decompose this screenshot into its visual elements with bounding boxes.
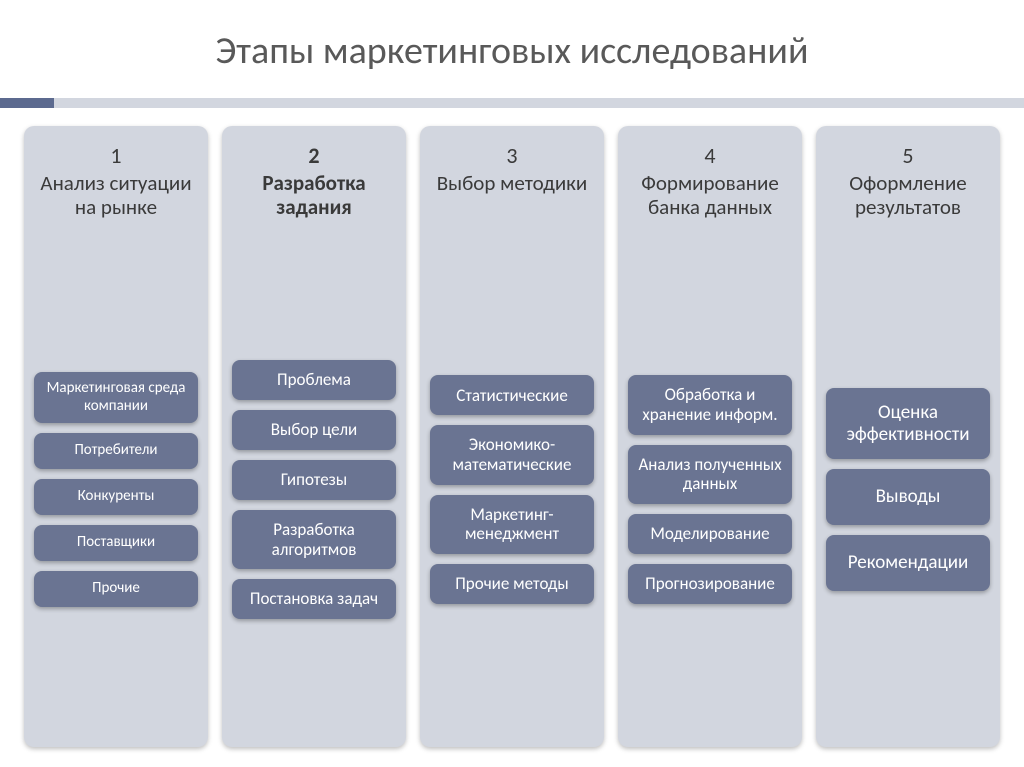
column-3-title: Выбор методики bbox=[434, 171, 590, 195]
column-5-item: Выводы bbox=[826, 469, 990, 525]
column-4-item: Моделирование bbox=[628, 514, 792, 554]
column-4-title: Формирование банка данных bbox=[632, 171, 788, 219]
column-3-item: Прочие методы bbox=[430, 564, 594, 604]
column-3-item: Маркетинг-менеджмент bbox=[430, 495, 594, 554]
column-1-item: Прочие bbox=[34, 571, 198, 607]
columns-container: 1 Анализ ситуации на рынке Маркетинговая… bbox=[0, 126, 1024, 767]
column-2-item: Гипотезы bbox=[232, 460, 396, 500]
column-3-item: Экономико-математические bbox=[430, 425, 594, 484]
column-1-item: Поставщики bbox=[34, 525, 198, 561]
column-5-number: 5 bbox=[830, 142, 986, 169]
column-4-head: 4 Формирование банка данных bbox=[628, 136, 792, 246]
column-3: 3 Выбор методики Статистические Экономик… bbox=[420, 126, 604, 747]
column-1-head: 1 Анализ ситуации на рынке bbox=[34, 136, 198, 246]
column-1-item: Маркетинговая среда компании bbox=[34, 372, 198, 423]
column-5-title: Оформление результатов bbox=[830, 171, 986, 219]
column-2-number: 2 bbox=[236, 142, 392, 169]
accent-bar bbox=[0, 98, 1024, 108]
column-1-title: Анализ ситуации на рынке bbox=[38, 171, 194, 219]
column-4-items: Обработка и хранение информ. Анализ полу… bbox=[628, 246, 792, 733]
column-1: 1 Анализ ситуации на рынке Маркетинговая… bbox=[24, 126, 208, 747]
column-2-item: Выбор цели bbox=[232, 410, 396, 450]
accent-bar-left bbox=[0, 98, 54, 108]
column-5-head: 5 Оформление результатов bbox=[826, 136, 990, 246]
column-3-items: Статистические Экономико-математические … bbox=[430, 246, 594, 733]
column-2-items: Проблема Выбор цели Гипотезы Разработка … bbox=[232, 246, 396, 733]
column-1-number: 1 bbox=[38, 142, 194, 169]
title-area: Этапы маркетинговых исследований bbox=[0, 0, 1024, 84]
column-2: 2 Разработка задания Проблема Выбор цели… bbox=[222, 126, 406, 747]
slide-title: Этапы маркетинговых исследований bbox=[20, 28, 1004, 74]
column-1-items: Маркетинговая среда компании Потребители… bbox=[34, 246, 198, 733]
column-1-item: Конкуренты bbox=[34, 479, 198, 515]
column-3-head: 3 Выбор методики bbox=[430, 136, 594, 246]
column-2-item: Проблема bbox=[232, 360, 396, 400]
column-1-item: Потребители bbox=[34, 433, 198, 469]
column-4: 4 Формирование банка данных Обработка и … bbox=[618, 126, 802, 747]
column-2-head: 2 Разработка задания bbox=[232, 136, 396, 246]
slide: Этапы маркетинговых исследований 1 Анали… bbox=[0, 0, 1024, 767]
column-2-item: Разработка алгоритмов bbox=[232, 510, 396, 569]
column-5: 5 Оформление результатов Оценка эффектив… bbox=[816, 126, 1000, 747]
column-2-item: Постановка задач bbox=[232, 579, 396, 619]
accent-bar-right bbox=[54, 98, 1024, 108]
column-3-item: Статистические bbox=[430, 375, 594, 415]
column-5-item: Рекомендации bbox=[826, 535, 990, 591]
column-4-item: Прогнозирование bbox=[628, 564, 792, 604]
column-4-item: Анализ полученных данных bbox=[628, 445, 792, 504]
column-3-number: 3 bbox=[434, 142, 590, 169]
column-4-item: Обработка и хранение информ. bbox=[628, 375, 792, 434]
column-4-number: 4 bbox=[632, 142, 788, 169]
column-5-item: Оценка эффективности bbox=[826, 388, 990, 460]
column-5-items: Оценка эффективности Выводы Рекомендации bbox=[826, 246, 990, 733]
column-2-title: Разработка задания bbox=[236, 171, 392, 219]
